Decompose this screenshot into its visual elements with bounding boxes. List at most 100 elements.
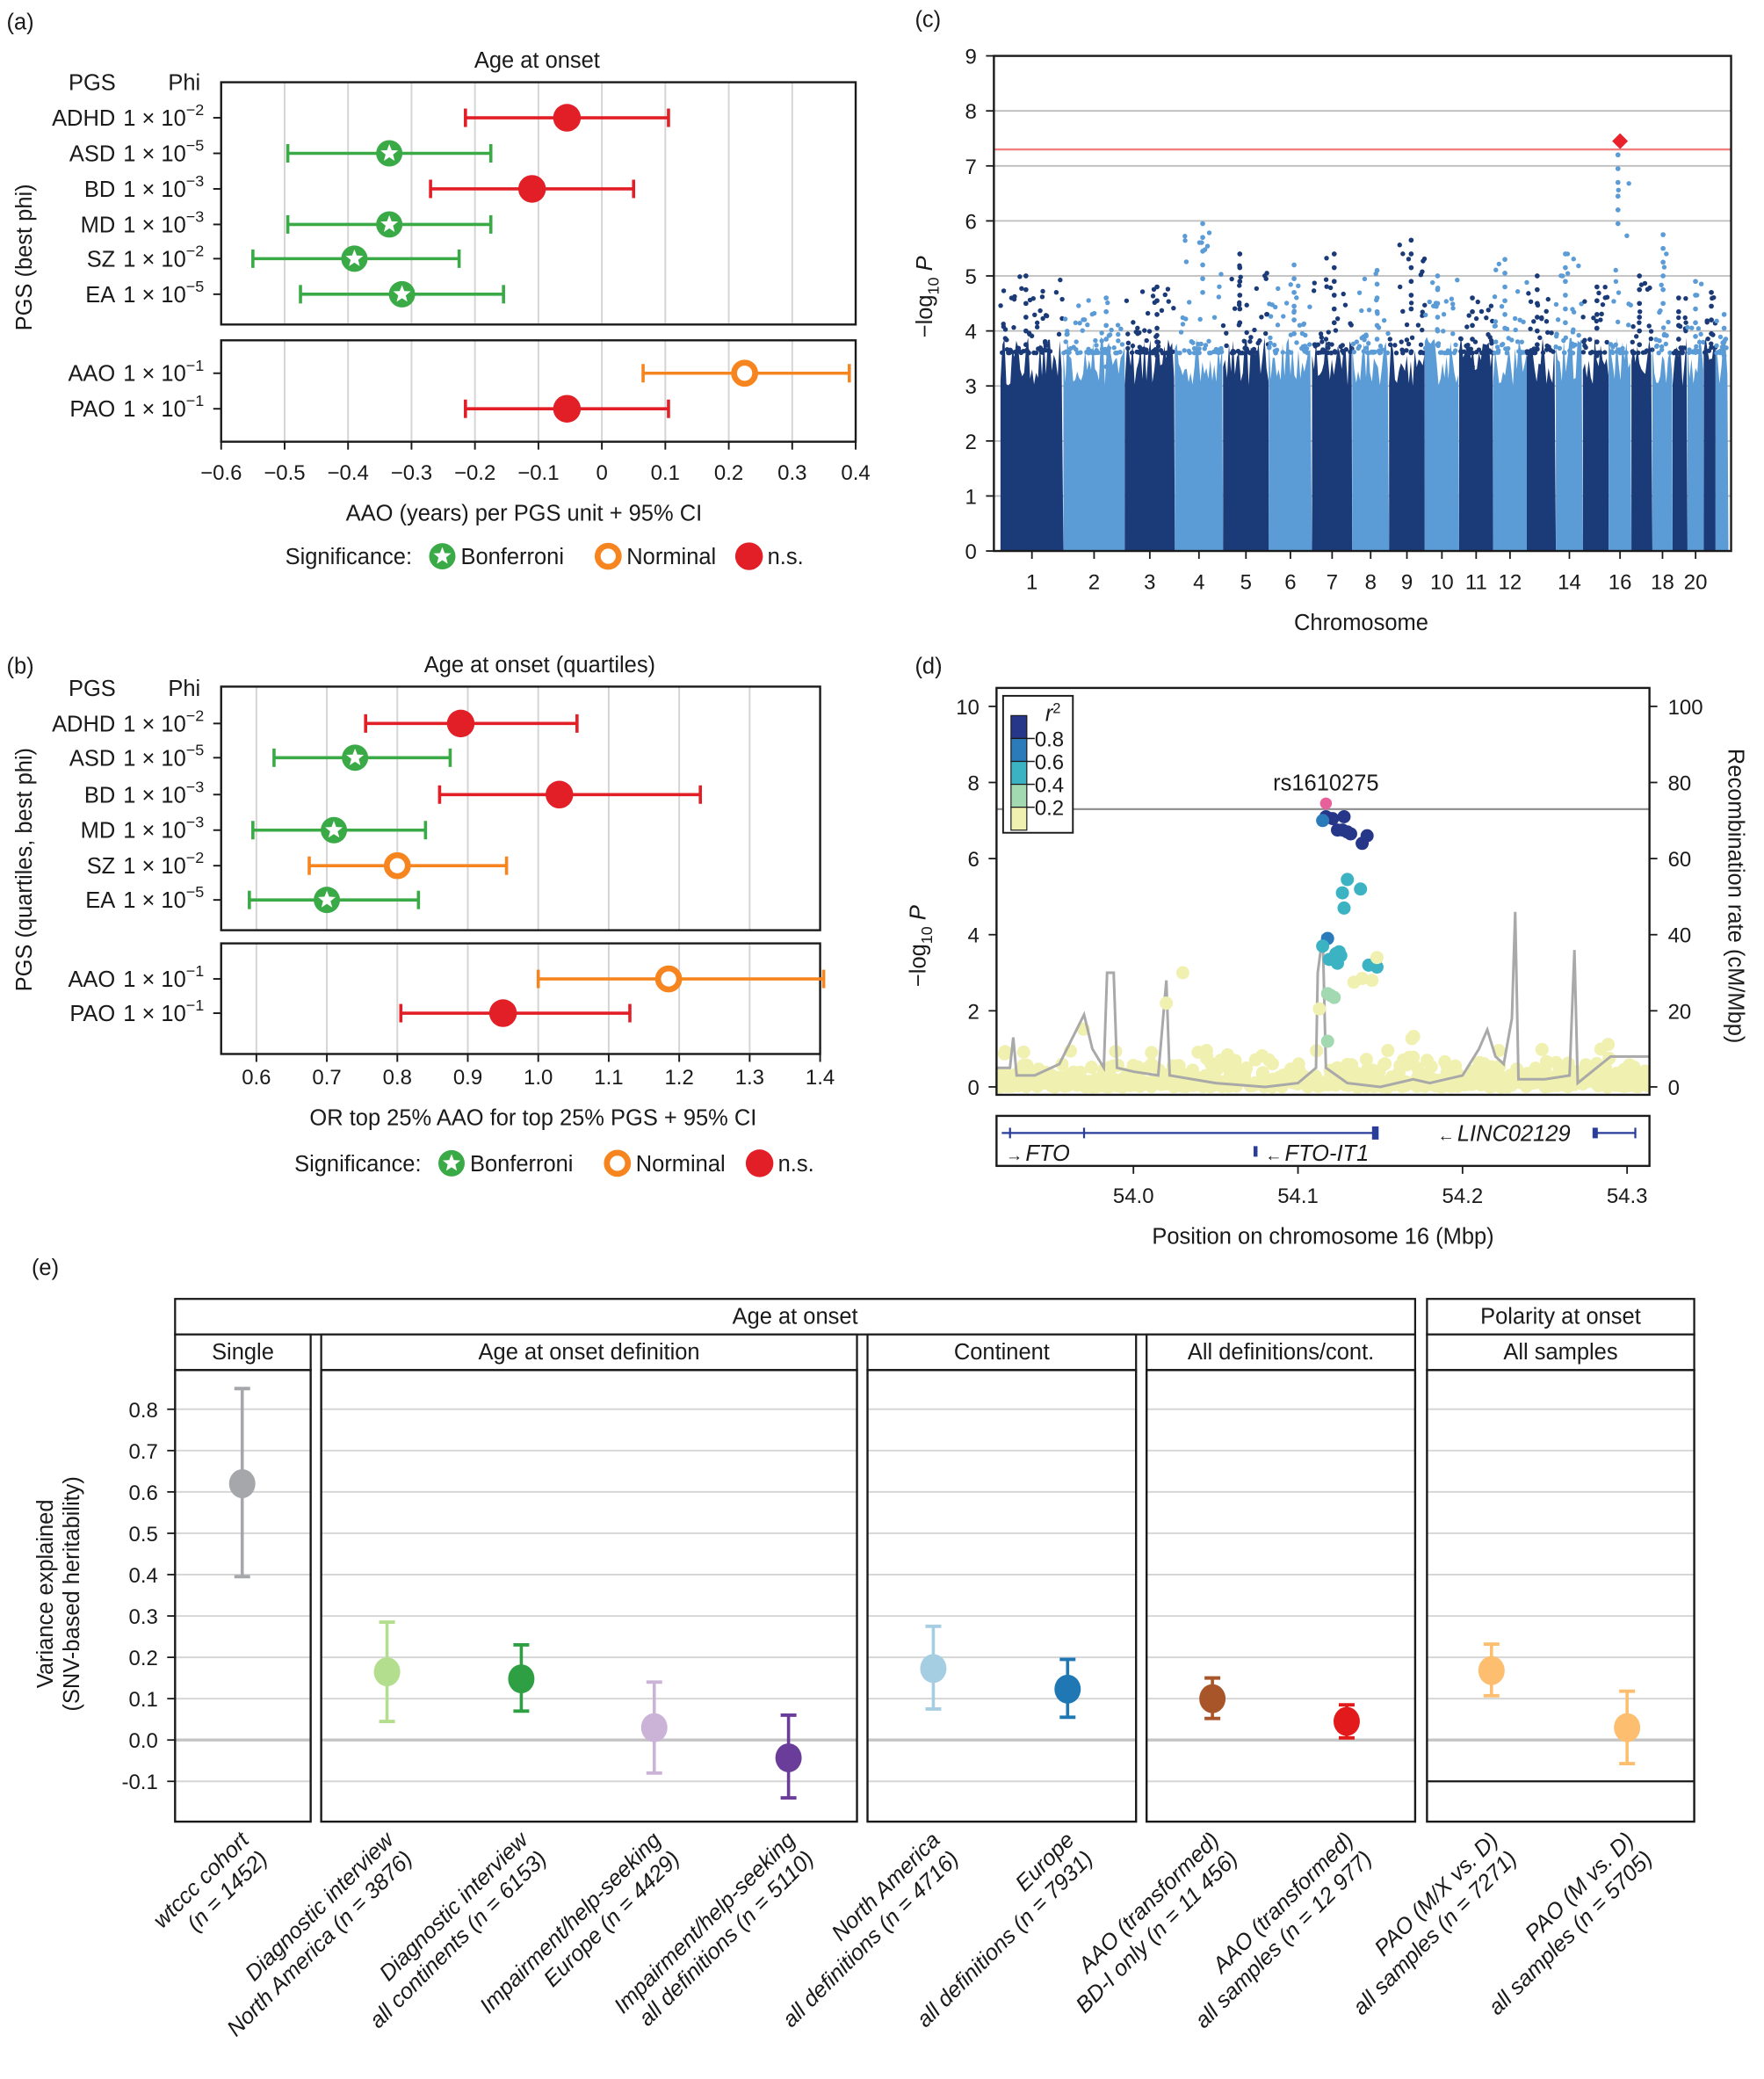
snp-point bbox=[1103, 322, 1110, 329]
snp-point bbox=[1384, 350, 1390, 356]
snp-point bbox=[1560, 273, 1565, 279]
snp-point bbox=[1594, 298, 1600, 304]
snp-point bbox=[1103, 295, 1110, 301]
snp-point bbox=[1470, 308, 1475, 315]
snp-point bbox=[1630, 339, 1635, 345]
snp-point bbox=[1695, 326, 1702, 331]
snp-point bbox=[1369, 350, 1374, 355]
snp-point bbox=[1323, 337, 1329, 342]
snp-density bbox=[1312, 337, 1353, 552]
snp-point bbox=[1594, 284, 1600, 290]
snp-point bbox=[1442, 350, 1448, 356]
plot-title: Age at onset (quartiles) bbox=[424, 653, 655, 677]
snp-point bbox=[1438, 1054, 1452, 1068]
snp-point bbox=[1218, 272, 1224, 277]
snp-point bbox=[1374, 337, 1380, 342]
y-tick-label: 9 bbox=[965, 46, 977, 69]
snp-point bbox=[1709, 341, 1714, 346]
estimate-with-ci bbox=[640, 1680, 668, 1775]
snp-point bbox=[1709, 317, 1714, 322]
snp-point bbox=[1264, 311, 1270, 317]
snp-point bbox=[1361, 349, 1367, 354]
phi-value: 1 × 10 bbox=[123, 177, 186, 202]
snp-point bbox=[1408, 349, 1414, 354]
snp-point bbox=[1255, 1048, 1269, 1062]
snp-point bbox=[1113, 350, 1118, 356]
ld-snp-point bbox=[1370, 951, 1384, 965]
x-tick-label: 0.2 bbox=[714, 461, 743, 485]
y-tick-label: 8 bbox=[968, 771, 980, 795]
ld-snp-point bbox=[1337, 809, 1351, 823]
panel-label-c: (c) bbox=[915, 8, 941, 33]
snp-point bbox=[1611, 299, 1616, 304]
snp-point bbox=[1204, 243, 1211, 249]
snp-point bbox=[1657, 338, 1662, 344]
pgs-name: PAO bbox=[69, 397, 115, 422]
snp-point bbox=[1420, 327, 1425, 333]
plot-frame bbox=[220, 81, 857, 326]
snp-point bbox=[1399, 339, 1404, 344]
snp-point bbox=[1297, 322, 1303, 328]
snp-point bbox=[1299, 330, 1305, 337]
snp-point bbox=[1538, 1061, 1552, 1076]
ld-snp-point bbox=[1312, 1002, 1327, 1016]
snp-point bbox=[1302, 349, 1308, 354]
snp-point bbox=[1103, 364, 1110, 370]
snp-point bbox=[1331, 306, 1337, 312]
x-tick-label: −0.4 bbox=[328, 461, 369, 485]
arrow-icon: → bbox=[1006, 1146, 1023, 1165]
snp-point bbox=[1531, 319, 1536, 324]
snp-point bbox=[1664, 333, 1669, 338]
snp-point bbox=[1217, 284, 1222, 289]
snp-point bbox=[1236, 302, 1242, 308]
snp-point bbox=[1548, 347, 1553, 353]
snp-point bbox=[1492, 323, 1498, 329]
snp-point bbox=[1017, 274, 1023, 279]
snp-point bbox=[1435, 315, 1441, 320]
snp-point bbox=[1103, 1061, 1117, 1075]
recombination-rate-line bbox=[996, 911, 1650, 1089]
snp-point bbox=[1006, 350, 1011, 356]
phi-exponent: −2 bbox=[186, 849, 205, 866]
snp-point bbox=[1534, 301, 1540, 307]
estimate-point bbox=[383, 851, 411, 880]
error-bar-md bbox=[251, 816, 428, 844]
snp-point bbox=[1675, 295, 1681, 301]
snp-point bbox=[1680, 350, 1685, 356]
snp-point bbox=[1504, 350, 1510, 356]
x-tick-label: 14 bbox=[1558, 571, 1581, 595]
snp-point bbox=[1422, 345, 1428, 351]
snp-point bbox=[1312, 342, 1318, 347]
snp-point bbox=[1492, 350, 1498, 356]
y-tick-label: 2 bbox=[965, 431, 977, 454]
panel-label-a: (a) bbox=[6, 11, 33, 35]
facet-top-label: Polarity at onset bbox=[1480, 1305, 1641, 1329]
snp-point bbox=[1019, 1080, 1033, 1094]
snp-point bbox=[1220, 322, 1226, 329]
ld-snp-point bbox=[1160, 996, 1174, 1011]
snp-point bbox=[1106, 345, 1112, 351]
snp-point bbox=[1080, 328, 1085, 333]
snp-point bbox=[1362, 276, 1368, 282]
snp-point bbox=[1150, 293, 1156, 299]
snp-point bbox=[1137, 344, 1143, 350]
snp-point bbox=[1435, 342, 1441, 348]
snp-point bbox=[1502, 325, 1507, 331]
error-bar-pao bbox=[464, 395, 670, 423]
star-icon bbox=[393, 285, 411, 302]
error-bar-sz bbox=[251, 245, 461, 272]
estimate-point bbox=[553, 104, 582, 132]
snp-point bbox=[1686, 350, 1692, 355]
estimate-with-ci bbox=[508, 1643, 535, 1713]
snp-point bbox=[1268, 340, 1273, 346]
snp-point bbox=[1259, 315, 1264, 320]
snp-point bbox=[1526, 1075, 1540, 1089]
snp-point bbox=[1237, 264, 1243, 271]
snp-point bbox=[1571, 344, 1576, 349]
snp-point bbox=[1091, 310, 1097, 316]
x-tick-label: −0.5 bbox=[264, 461, 305, 485]
gene-linc02129-exon bbox=[1592, 1127, 1598, 1139]
gene-fto-it1-exon bbox=[1253, 1146, 1258, 1157]
